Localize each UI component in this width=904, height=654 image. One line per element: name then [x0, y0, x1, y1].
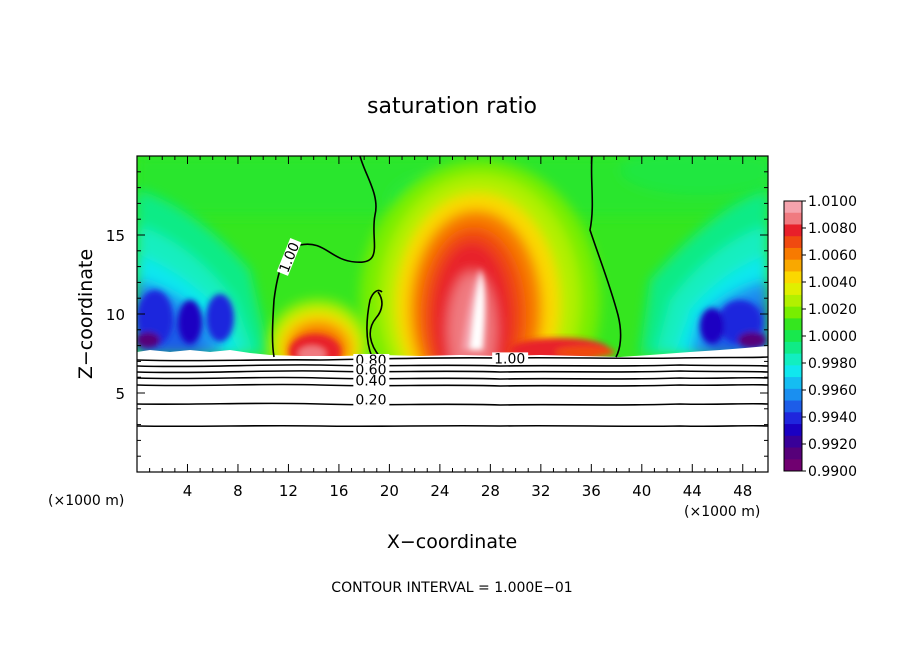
x-axis: 4 8 12 16 20 24 28 32 36 40 44 48: [149, 156, 756, 500]
contour-lines: [137, 156, 768, 428]
y-tick-label: 15: [106, 227, 125, 245]
x-tick-label: 44: [683, 482, 702, 500]
colorbar-label: 1.0000: [808, 329, 857, 345]
colorbar-band: [784, 224, 802, 237]
x-unit-left: (×1000 m): [48, 493, 124, 509]
colorbar-band: [784, 424, 802, 437]
chart-title: saturation ratio: [367, 94, 537, 119]
colorbar-band: [784, 435, 802, 449]
x-tick-label: 20: [380, 482, 399, 500]
contour-label: 0.20: [355, 392, 386, 408]
colorbar-band: [784, 306, 802, 319]
x-tick-label: 28: [481, 482, 500, 500]
colorbar-band: [784, 283, 802, 296]
x-tick-label: 32: [531, 482, 550, 500]
colorbar-band: [784, 341, 802, 355]
colorbar-label: 0.9940: [808, 410, 857, 426]
colorbar-band: [784, 388, 802, 402]
contour-line: [137, 364, 768, 368]
y-axis-title: Z−coordinate: [75, 249, 97, 379]
contour-line: [137, 383, 768, 387]
colorbar-band: [784, 201, 802, 214]
contour-label-bg: [276, 238, 302, 276]
colorbar-band: [784, 212, 802, 225]
x-axis-title: X−coordinate: [387, 531, 517, 553]
x-tick-label: 24: [430, 482, 449, 500]
x-tick-label: 12: [279, 482, 298, 500]
colorbar-band: [784, 412, 802, 425]
contour-label-bg: [353, 374, 390, 387]
contour-label-bg: [492, 352, 529, 365]
colorbar-band: [784, 400, 802, 413]
colorbar-label: 1.0040: [808, 275, 857, 291]
colorbar-band: [784, 353, 802, 366]
contour-label: 0.60: [355, 362, 386, 378]
contour-label: 0.40: [355, 374, 386, 390]
x-tick-label: 36: [582, 482, 601, 500]
colorbar-band: [784, 365, 802, 378]
colorbar-band: [784, 459, 802, 472]
x-tick-label: 8: [233, 482, 243, 500]
y-axis: 5 10 15: [106, 171, 768, 457]
contour-label-bg: [353, 363, 390, 376]
contour-label: 1.00: [494, 351, 525, 367]
contour-line: [589, 156, 622, 358]
colorbar-label: 1.0080: [808, 221, 857, 237]
contour-label-bg: [353, 353, 390, 366]
contour-line: [137, 424, 768, 428]
colorbar-band: [784, 330, 802, 343]
contour-label-bg: [353, 393, 390, 406]
contour-line: [366, 289, 383, 358]
colorbar-band: [784, 259, 802, 272]
y-tick-label: 5: [115, 385, 125, 403]
x-tick-label: 4: [183, 482, 193, 500]
colorbar-band: [784, 236, 802, 249]
colorbar-label: 0.9980: [808, 356, 857, 372]
colorbar-label: 1.0020: [808, 302, 857, 318]
colorbar-band: [784, 294, 802, 308]
contour-labels: 1.001.000.800.600.400.20: [277, 238, 529, 408]
colorbar-band: [784, 447, 802, 460]
colorbar-label: 1.0060: [808, 248, 857, 264]
contour-line: [137, 370, 768, 374]
colorbar-label: 0.9900: [808, 464, 857, 480]
x-tick-label: 40: [632, 482, 651, 500]
contour-line: [137, 376, 768, 380]
colorbar-label: 0.9920: [808, 437, 857, 453]
contour-line: [137, 356, 768, 362]
colorbar-band: [784, 271, 802, 284]
x-unit-right: (×1000 m): [684, 504, 760, 520]
y-tick-label: 10: [106, 306, 125, 324]
colorbar-band: [784, 377, 802, 390]
colorbar-band: [784, 318, 802, 331]
contour-interval-note: CONTOUR INTERVAL = 1.000E−01: [331, 580, 572, 596]
contour-line: [137, 402, 768, 406]
colorbar: 1.0100 1.0080 1.0060 1.0040 1.0020 1.0000 0.99…: [783, 194, 857, 480]
x-tick-label: 48: [733, 482, 752, 500]
plot-area: 1.001.000.800.600.400.20: [137, 156, 768, 472]
colorbar-label: 1.0100: [808, 194, 857, 210]
colorbar-label: 0.9960: [808, 383, 857, 399]
colorbar-band: [784, 247, 802, 261]
contour-line: [369, 291, 383, 358]
x-tick-label: 16: [329, 482, 348, 500]
contour-line: [271, 156, 377, 358]
